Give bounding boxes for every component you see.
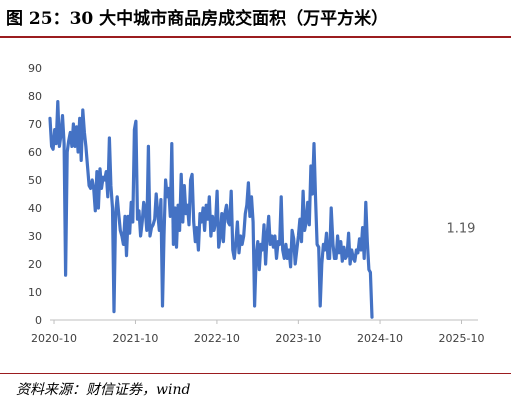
- x-tick-label: 2025-10: [439, 332, 485, 345]
- x-axis: 2020-10 2021-10 2022-10 2023-10 2024-10 2025-…: [31, 319, 485, 345]
- y-tick-label: 80: [28, 90, 42, 103]
- y-tick-label: 10: [28, 286, 42, 299]
- y-tick-label: 60: [28, 146, 42, 159]
- y-axis: 0 10 20 30 40 50 60 70 80 90: [28, 62, 42, 327]
- annotation-label: 1.19: [446, 222, 475, 237]
- y-tick-label: 0: [35, 314, 42, 327]
- title-divider: [0, 36, 511, 38]
- series-layer: [48, 99, 374, 319]
- y-tick-label: 20: [28, 258, 42, 271]
- line-chart: 0 10 20 30 40 50 60 70 80 90 2020-10 2021-10 2022-1…: [28, 62, 485, 345]
- x-tick-label: 2023-10: [275, 332, 321, 345]
- y-tick-label: 70: [28, 118, 42, 131]
- y-tick-label: 30: [28, 230, 42, 243]
- y-tick-label: 40: [28, 202, 42, 215]
- y-tick-label: 90: [28, 62, 42, 75]
- y-tick-label: 50: [28, 174, 42, 187]
- x-tick-label: 2021-10: [112, 332, 158, 345]
- source-divider: [0, 373, 511, 374]
- chart-title: 图 25：30 大中城市商品房成交面积（万平方米）: [6, 9, 389, 29]
- x-tick-label: 2020-10: [31, 332, 77, 345]
- source-note: 资料来源：财信证券，wind: [16, 382, 191, 398]
- x-tick-label: 2024-10: [357, 332, 403, 345]
- series-line: [48, 99, 374, 319]
- x-tick-label: 2022-10: [194, 332, 240, 345]
